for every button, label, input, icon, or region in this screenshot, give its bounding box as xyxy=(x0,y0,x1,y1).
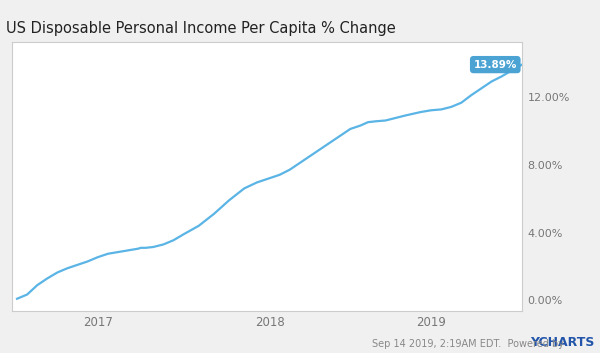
Text: 13.89%: 13.89% xyxy=(473,60,517,70)
Text: US Disposable Personal Income Per Capita % Change: US Disposable Personal Income Per Capita… xyxy=(6,21,396,36)
Text: YCHARTS: YCHARTS xyxy=(530,336,594,349)
Text: Sep 14 2019, 2:19AM EDT.  Powered by: Sep 14 2019, 2:19AM EDT. Powered by xyxy=(372,339,564,349)
